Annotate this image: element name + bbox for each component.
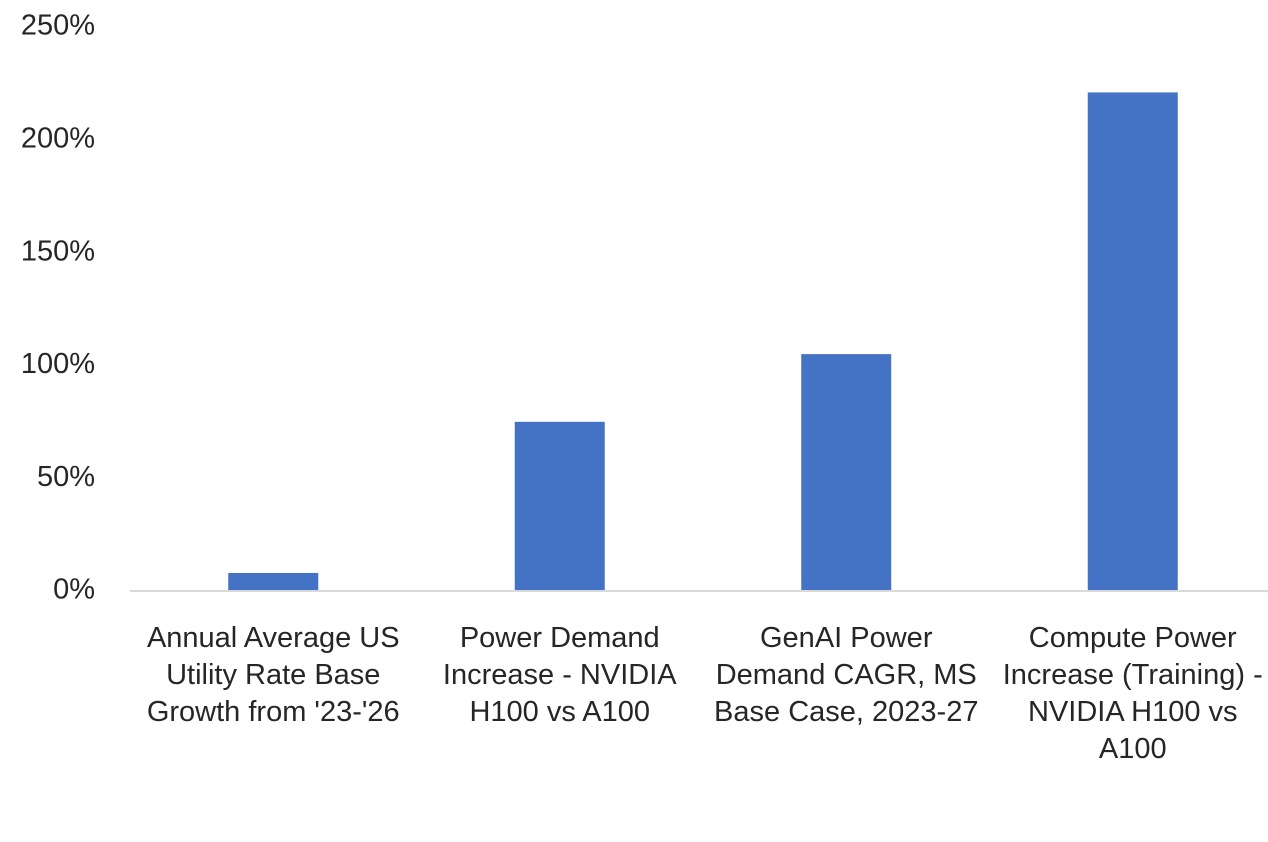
y-tick-label: 0% (53, 574, 95, 606)
y-tick-label: 50% (37, 461, 95, 493)
bar (228, 572, 319, 591)
y-tick-label: 150% (21, 235, 95, 267)
y-tick-label: 200% (21, 122, 95, 154)
x-tick-label: Compute Power Increase (Training) - NVID… (1002, 622, 1263, 765)
x-tick-label: Power Demand Increase - NVIDIA H100 vs A… (442, 622, 677, 728)
bar (801, 354, 892, 591)
bar (514, 421, 605, 591)
x-tick-label: Annual Average US Utility Rate Base Grow… (146, 622, 400, 728)
y-tick-label: 100% (21, 348, 95, 380)
x-tick-label: GenAI Power Demand CAGR, MS Base Case, 2… (714, 622, 979, 728)
y-tick-label: 250% (21, 10, 95, 42)
bar (1087, 92, 1178, 591)
